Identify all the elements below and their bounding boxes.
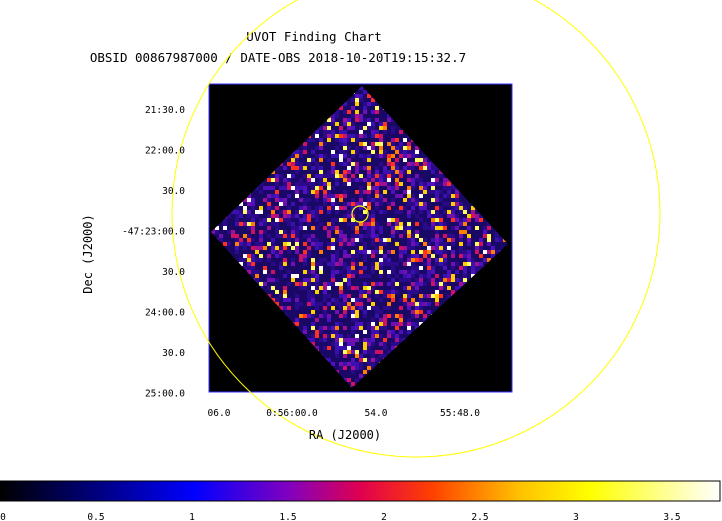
chart-subtitle: OBSID 00867987000 / DATE-OBS 2018-10-20T… xyxy=(90,50,466,65)
colorbar-tick-label: 1 xyxy=(189,512,195,521)
x-tick-labels: 06.0 0:56:00.0 54.0 55:48.0 xyxy=(208,408,481,419)
y-tick-labels: 21:30.0 22:00.0 30.0 -47:23:00.0 30.0 24:00.0… xyxy=(122,105,185,400)
y-tick-label: 30.0 xyxy=(162,186,185,197)
colorbar-tick-label: 2.5 xyxy=(471,512,488,521)
y-tick-label: 24:00.0 xyxy=(145,308,185,319)
colorbar-tick-label: 3 xyxy=(573,512,579,521)
x-tick-label: 54.0 xyxy=(365,408,388,419)
y-tick-label: 22:00.0 xyxy=(145,146,185,157)
x-tick-label: 06.0 xyxy=(208,408,231,419)
y-tick-label: 30.0 xyxy=(162,348,185,359)
chart-title: UVOT Finding Chart xyxy=(246,29,381,44)
y-tick-label: -47:23:00.0 xyxy=(122,227,185,238)
colorbar-tick-labels: 0 0.5 1 1.5 2 2.5 3 3.5 xyxy=(0,512,680,521)
colorbar xyxy=(0,480,721,502)
x-tick-label: 0:56:00.0 xyxy=(266,408,318,419)
large-yellow-circle xyxy=(171,0,661,458)
colorbar-tick-label: 0.5 xyxy=(87,512,104,521)
colorbar-tick-label: 1.5 xyxy=(279,512,296,521)
target-circle xyxy=(351,205,369,223)
x-axis-label: RA (J2000) xyxy=(309,428,381,442)
y-tick-label: 30.0 xyxy=(162,267,185,278)
colorbar-tick-label: 2 xyxy=(381,512,387,521)
x-tick-label: 55:48.0 xyxy=(440,408,480,419)
y-tick-label: 25:00.0 xyxy=(145,389,185,400)
y-tick-label: 21:30.0 xyxy=(145,105,185,116)
y-axis-label: Dec (J2000) xyxy=(81,214,95,293)
colorbar-tick-label: 0 xyxy=(0,512,6,521)
colorbar-tick-label: 3.5 xyxy=(663,512,680,521)
